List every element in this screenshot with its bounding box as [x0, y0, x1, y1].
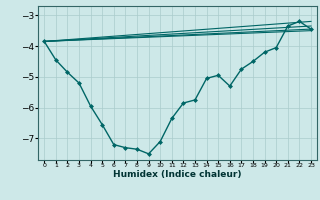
X-axis label: Humidex (Indice chaleur): Humidex (Indice chaleur) [113, 170, 242, 179]
